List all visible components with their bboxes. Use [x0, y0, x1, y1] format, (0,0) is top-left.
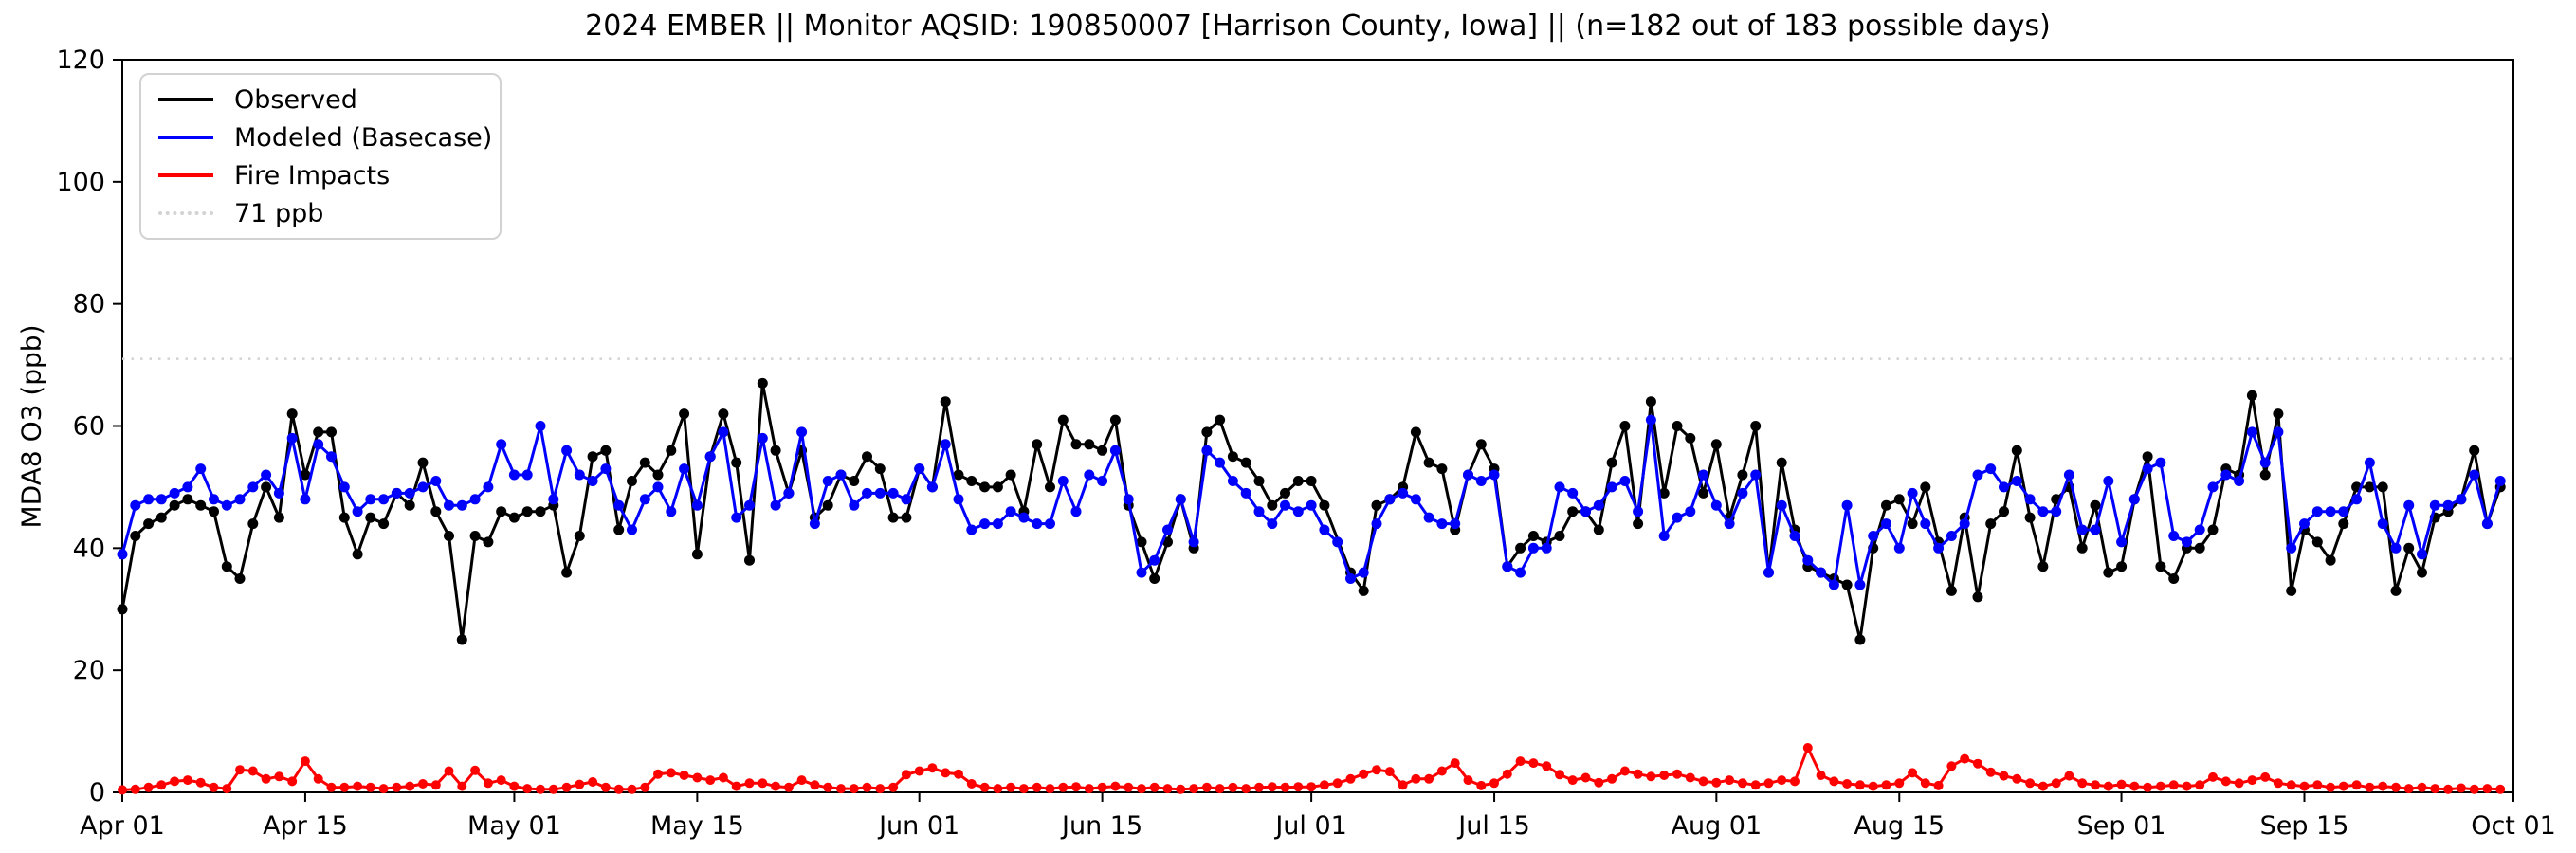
- legend-item-fire: Fire Impacts: [149, 156, 500, 194]
- threshold-line-swatch: [158, 211, 213, 215]
- svg-text:40: 40: [73, 534, 105, 563]
- svg-text:100: 100: [56, 168, 105, 197]
- legend-label: Fire Impacts: [234, 160, 391, 191]
- svg-text:Oct 01: Oct 01: [2471, 811, 2556, 841]
- svg-text:May 01: May 01: [467, 811, 561, 841]
- legend-item-threshold: 71 ppb: [149, 194, 500, 232]
- y-axis-ticks: 0 20 40 60 80 100 120: [56, 45, 122, 808]
- x-axis-ticks: Apr 01 Apr 15 May 01 May 15 Jun 01 Jun 15 Jul …: [80, 792, 2556, 841]
- svg-text:Aug 15: Aug 15: [1854, 811, 1945, 841]
- legend-item-observed: Observed: [149, 81, 500, 118]
- svg-text:Aug 01: Aug 01: [1671, 811, 1762, 841]
- fire-line-swatch: [158, 173, 213, 177]
- legend-label: 71 ppb: [234, 198, 324, 228]
- svg-text:Apr 15: Apr 15: [263, 811, 348, 841]
- svg-text:Jun 01: Jun 01: [877, 811, 959, 841]
- svg-text:0: 0: [89, 778, 105, 808]
- svg-text:Jul 15: Jul 15: [1456, 811, 1530, 841]
- svg-text:Sep 01: Sep 01: [2077, 811, 2166, 841]
- svg-text:Apr 01: Apr 01: [80, 811, 165, 841]
- svg-text:20: 20: [73, 656, 105, 685]
- modeled-line-swatch: [158, 136, 213, 139]
- svg-text:120: 120: [56, 45, 105, 75]
- svg-text:Jul 01: Jul 01: [1273, 811, 1347, 841]
- legend-label: Modeled (Basecase): [234, 122, 493, 153]
- legend-label: Observed: [234, 84, 357, 115]
- svg-text:Sep 15: Sep 15: [2260, 811, 2349, 841]
- legend-item-modeled: Modeled (Basecase): [149, 118, 500, 156]
- y-axis-label: MDA8 O3 (ppb): [15, 324, 47, 529]
- svg-text:May 15: May 15: [650, 811, 744, 841]
- svg-text:80: 80: [73, 290, 105, 319]
- series-modeled-basecase: [117, 414, 2506, 590]
- chart-title: 2024 EMBER || Monitor AQSID: 190850007 […: [585, 9, 2051, 43]
- legend: Observed Modeled (Basecase) Fire Impacts…: [139, 73, 502, 240]
- svg-text:Jun 15: Jun 15: [1060, 811, 1142, 841]
- series-fire-impacts: [118, 743, 2506, 795]
- observed-line-swatch: [158, 98, 213, 101]
- svg-text:60: 60: [73, 412, 105, 442]
- series-observed: [117, 377, 2506, 645]
